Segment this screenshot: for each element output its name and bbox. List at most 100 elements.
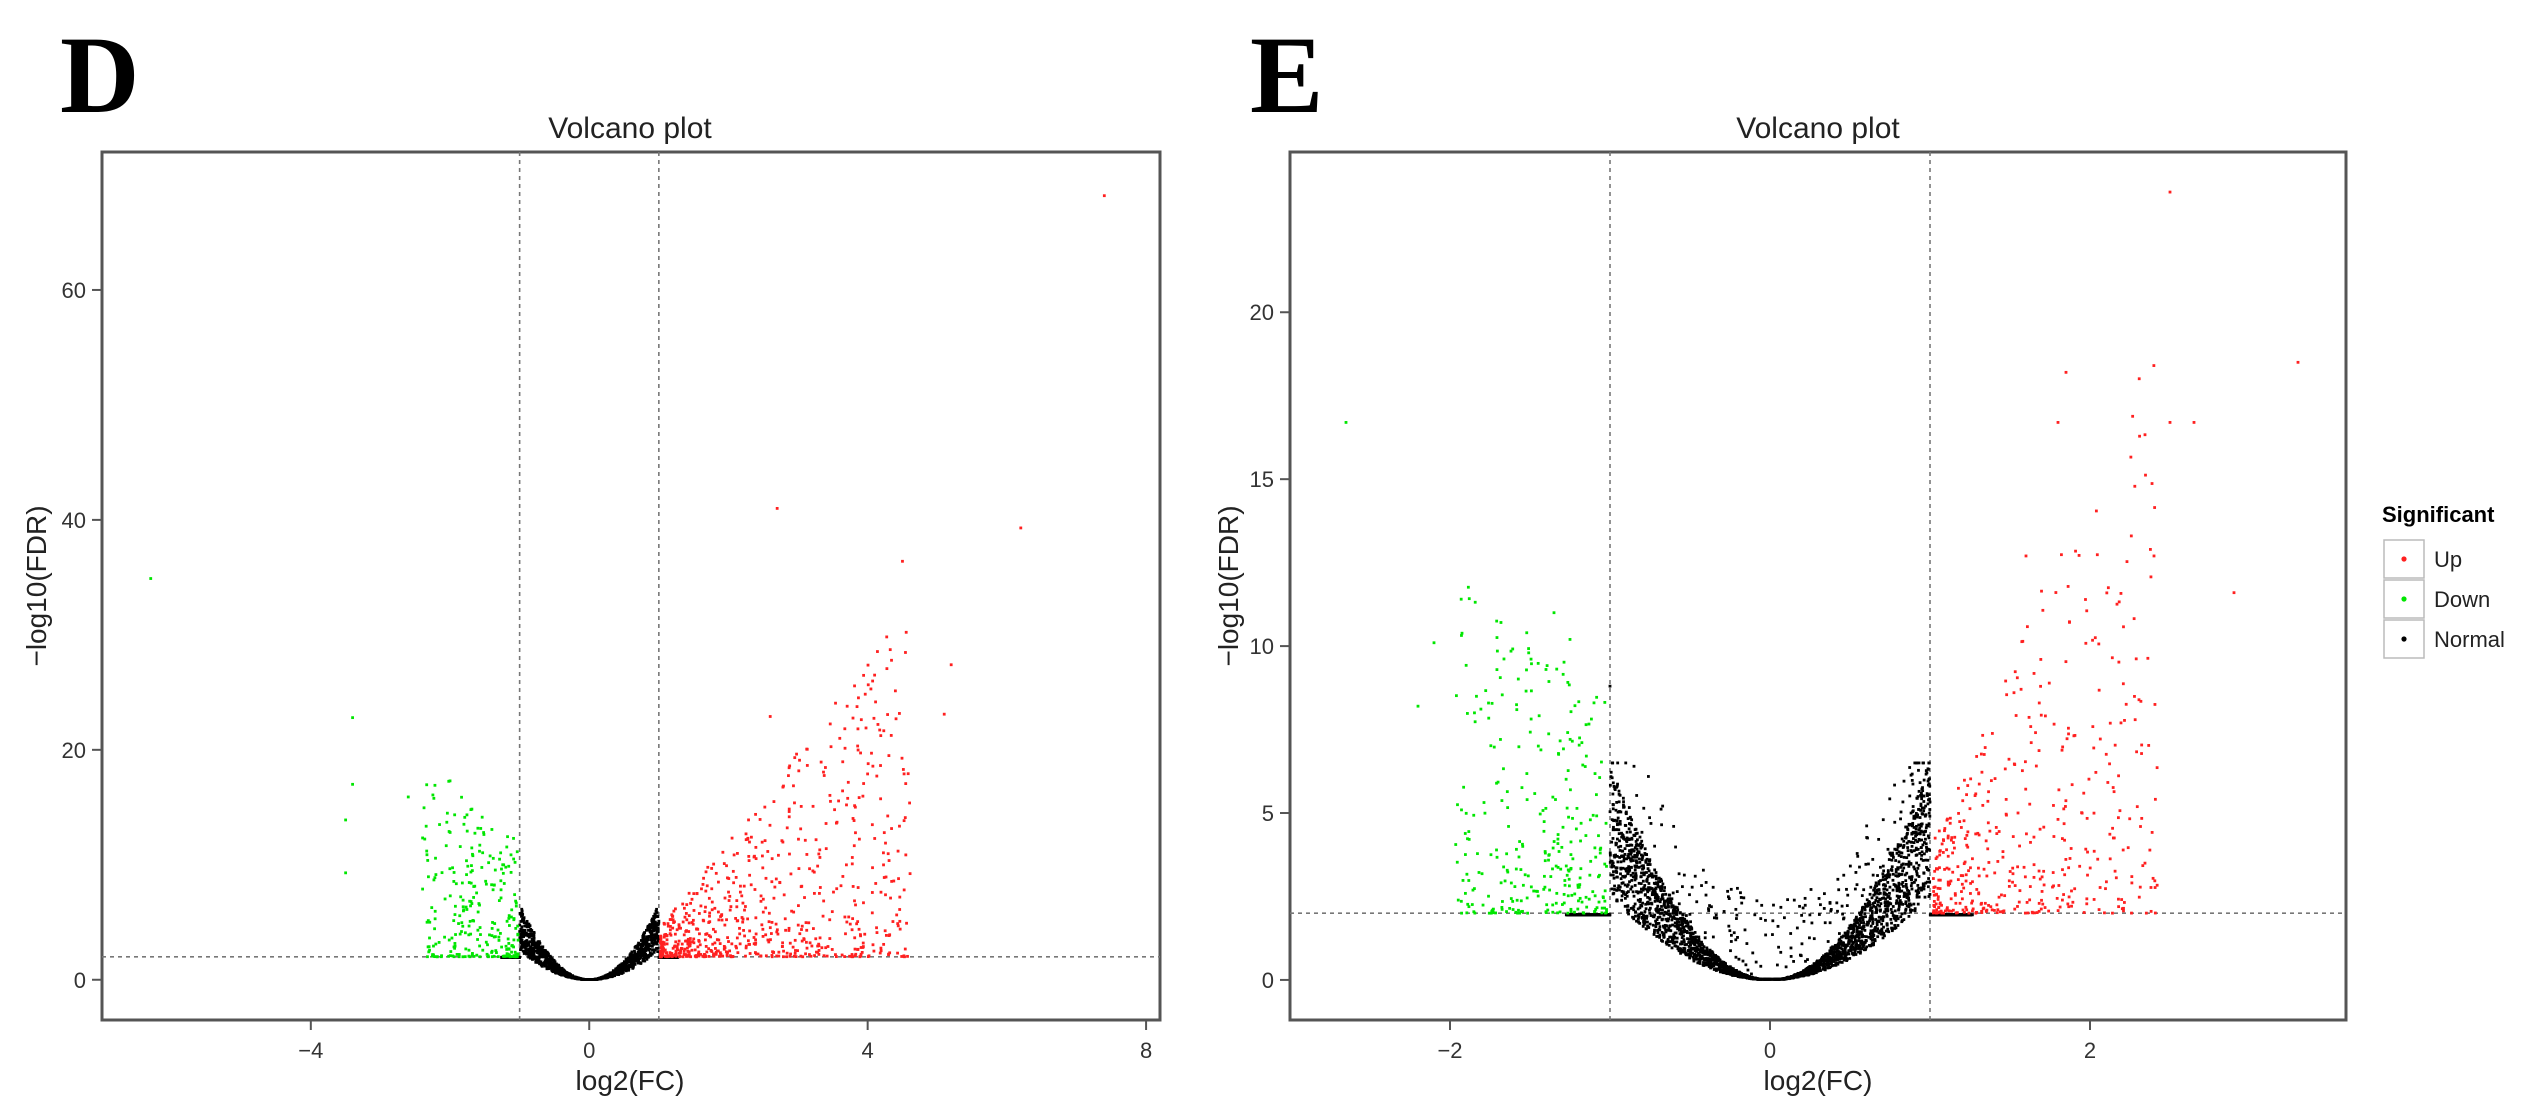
point-normal xyxy=(1612,876,1616,880)
point-normal xyxy=(1855,942,1858,945)
point-up xyxy=(887,953,890,957)
point-normal xyxy=(1912,902,1916,906)
point-down xyxy=(467,948,471,952)
point-normal xyxy=(1633,874,1637,878)
point-normal xyxy=(650,936,654,940)
point-normal xyxy=(591,978,594,981)
point-down xyxy=(471,854,475,858)
point-normal xyxy=(1886,907,1889,911)
point-up xyxy=(688,940,691,943)
x-tick-label: −4 xyxy=(298,1038,323,1063)
point-normal xyxy=(1800,913,1804,917)
point-normal xyxy=(1669,940,1673,943)
point-normal xyxy=(1647,775,1650,778)
point-normal xyxy=(527,925,531,929)
point-normal xyxy=(1903,911,1907,915)
point-up xyxy=(715,938,719,942)
point-up xyxy=(776,932,780,936)
point-down xyxy=(425,783,429,787)
point-up xyxy=(900,955,904,958)
point-down xyxy=(465,873,468,877)
point-normal xyxy=(618,968,622,972)
point-down xyxy=(492,883,496,887)
point-normal xyxy=(518,937,522,941)
point-normal xyxy=(1847,935,1851,939)
point-up xyxy=(841,760,845,764)
point-normal xyxy=(1641,901,1644,905)
point-normal xyxy=(529,950,532,953)
point-up xyxy=(671,926,675,930)
point-down xyxy=(492,954,496,958)
point-normal xyxy=(1739,891,1742,895)
point-up xyxy=(682,952,686,956)
point-normal xyxy=(1645,877,1649,881)
point-normal xyxy=(1912,826,1916,829)
point-normal xyxy=(1928,848,1932,852)
point-normal xyxy=(1639,842,1642,846)
point-normal xyxy=(1925,792,1929,796)
point-up xyxy=(668,932,672,936)
point-up xyxy=(896,849,900,853)
point-down xyxy=(516,924,520,928)
point-up xyxy=(746,917,750,921)
point-up xyxy=(700,887,703,891)
point-normal xyxy=(1908,876,1912,880)
point-up xyxy=(662,942,666,946)
point-normal xyxy=(1907,860,1911,864)
point-down xyxy=(516,933,520,937)
point-up xyxy=(805,946,809,950)
point-up xyxy=(689,955,693,959)
point-normal xyxy=(528,956,532,960)
point-normal xyxy=(550,957,554,961)
point-normal xyxy=(1881,818,1885,822)
point-normal xyxy=(1886,870,1890,874)
point-down xyxy=(426,955,429,959)
point-normal xyxy=(537,959,541,963)
point-normal xyxy=(1894,917,1897,921)
point-up xyxy=(665,942,669,946)
point-normal xyxy=(1671,916,1675,919)
point-normal xyxy=(1705,963,1709,967)
point-up xyxy=(781,944,784,948)
point-normal xyxy=(1823,892,1826,896)
point-up xyxy=(822,899,826,903)
point-normal xyxy=(1833,950,1837,954)
point-up xyxy=(703,938,707,942)
point-normal xyxy=(1841,951,1845,954)
point-up xyxy=(761,897,765,901)
point-normal xyxy=(1673,905,1677,909)
point-normal xyxy=(1692,942,1696,946)
point-up xyxy=(834,953,837,957)
point-normal xyxy=(1922,778,1926,782)
point-normal xyxy=(1921,843,1925,847)
point-normal xyxy=(622,960,626,964)
point-normal xyxy=(1928,814,1932,818)
point-up xyxy=(874,882,878,885)
point-down xyxy=(444,844,448,848)
point-up xyxy=(680,947,684,951)
point-normal xyxy=(1914,834,1917,838)
point-normal xyxy=(521,949,525,953)
point-down xyxy=(476,826,480,830)
point-normal xyxy=(1712,964,1716,968)
point-normal xyxy=(1662,902,1666,906)
point-normal xyxy=(1698,950,1702,954)
point-normal xyxy=(1896,924,1900,927)
point-normal xyxy=(1625,857,1629,861)
point-up xyxy=(686,946,689,950)
point-normal xyxy=(1722,961,1726,965)
point-down xyxy=(509,870,513,874)
point-up xyxy=(744,832,748,836)
point-up xyxy=(716,910,720,914)
point-normal xyxy=(637,941,640,945)
point-normal xyxy=(533,955,537,958)
point-down xyxy=(487,861,491,865)
point-up xyxy=(812,927,815,930)
point-down xyxy=(471,952,474,955)
point-up xyxy=(670,913,674,917)
point-normal xyxy=(1675,917,1679,921)
point-normal xyxy=(1882,925,1885,929)
point-down xyxy=(491,921,494,924)
point-normal xyxy=(1819,961,1823,965)
point-normal xyxy=(539,947,543,950)
